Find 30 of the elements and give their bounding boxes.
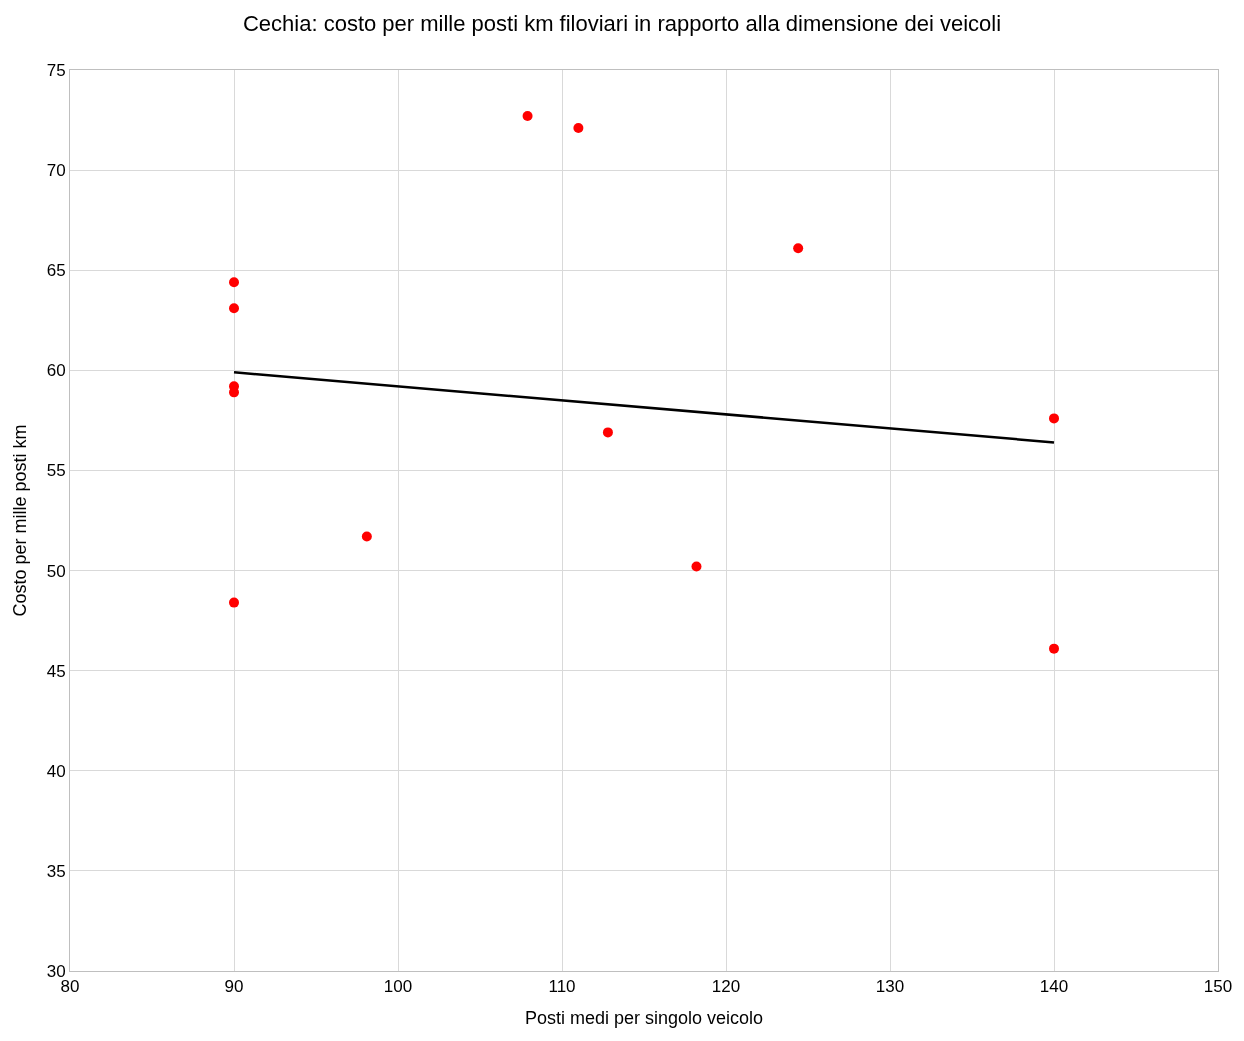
y-axis-title: Costo per mille posti km <box>9 424 30 617</box>
point <box>1049 413 1059 424</box>
y-tick-label: 40 <box>46 761 66 781</box>
y-tick-label: 75 <box>46 60 66 80</box>
x-axis-title: Posti medi per singolo veicolo <box>524 1007 764 1028</box>
point <box>573 123 584 134</box>
chart-title: Cechia: costo per mille posti km filoviari in rapporto alla dimensione dei veicoli <box>242 11 1002 37</box>
point <box>229 597 239 608</box>
point <box>361 531 372 542</box>
y-tick-label: 70 <box>46 161 66 181</box>
x-tick-label: 120 <box>711 977 741 997</box>
point <box>229 277 239 288</box>
x-tick-label: 140 <box>1039 977 1069 997</box>
x-tick-label: 130 <box>875 977 905 997</box>
y-tick-label: 35 <box>46 861 66 881</box>
point <box>1049 643 1059 654</box>
point <box>522 111 533 122</box>
y-tick-label: 65 <box>46 261 66 281</box>
y-tick-label: 50 <box>46 561 66 581</box>
point <box>229 303 239 314</box>
y-tick-label: 45 <box>46 661 66 681</box>
y-tick-label: 60 <box>46 361 66 381</box>
point <box>793 243 804 254</box>
point <box>691 561 702 572</box>
x-tick-label: 90 <box>224 977 244 997</box>
x-tick-label: 150 <box>1203 977 1233 997</box>
y-tick-label: 55 <box>46 461 66 481</box>
point <box>602 427 613 438</box>
x-tick-label: 110 <box>548 977 576 997</box>
x-tick-label: 100 <box>383 977 413 997</box>
